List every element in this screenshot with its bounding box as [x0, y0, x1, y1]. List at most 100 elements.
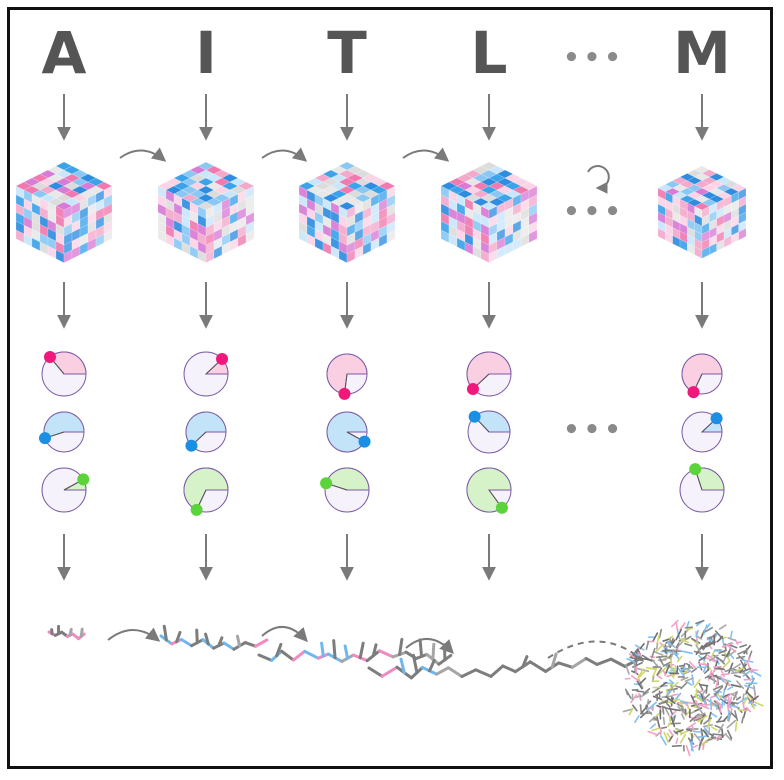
- bond: [742, 693, 750, 706]
- bond: [647, 730, 658, 736]
- residue-letter-i: I: [195, 19, 217, 87]
- bond: [686, 722, 697, 730]
- bond: [670, 710, 677, 717]
- torsion-dial: [466, 351, 512, 397]
- bond: [658, 698, 669, 705]
- bond: [651, 667, 658, 678]
- bond: [693, 707, 703, 713]
- bond: [718, 624, 727, 630]
- bond: [688, 660, 697, 669]
- bond: [702, 729, 709, 738]
- cycle-arrow: [587, 165, 610, 194]
- curved-arrow: [119, 147, 167, 162]
- bond: [711, 726, 718, 731]
- bond: [655, 643, 659, 650]
- bond: [662, 706, 672, 711]
- bond: [411, 653, 419, 675]
- bond: [680, 676, 689, 681]
- bond: [358, 641, 365, 660]
- bond: [695, 619, 705, 625]
- bond: [701, 693, 711, 702]
- bond: [751, 703, 755, 710]
- bond: [697, 714, 708, 723]
- bond: [709, 736, 716, 741]
- voxel-cube: [15, 161, 113, 264]
- bond: [675, 642, 680, 648]
- bond: [668, 653, 672, 659]
- bond: [628, 707, 634, 716]
- bond: [742, 667, 752, 673]
- bond: [684, 677, 694, 682]
- bond: [697, 662, 708, 666]
- bond: [693, 733, 701, 741]
- voxel: [103, 229, 113, 244]
- dial-marker: [687, 386, 700, 399]
- bond: [651, 647, 656, 658]
- bond: [676, 655, 683, 663]
- bond: [695, 635, 703, 640]
- bond: [622, 708, 633, 713]
- bond: [657, 666, 667, 676]
- torsion-dial: [41, 351, 87, 397]
- torsion-dial: [681, 353, 723, 399]
- bond: [727, 710, 733, 722]
- dial-sector: [43, 411, 85, 439]
- bond: [712, 733, 723, 736]
- dial-marker: [495, 501, 508, 514]
- bond: [697, 694, 706, 704]
- bond: [727, 637, 736, 642]
- dial-marker: [468, 410, 481, 423]
- bond: [686, 627, 694, 631]
- bond: [684, 710, 691, 717]
- torsion-dial: [681, 411, 723, 453]
- torsion-dial: [38, 411, 85, 453]
- residue-letter-m: M: [673, 19, 731, 87]
- dial-marker: [38, 432, 51, 445]
- dial-marker: [689, 463, 702, 476]
- bond: [730, 712, 738, 719]
- torsion-dial: [320, 467, 370, 513]
- voxel-cube: [298, 161, 396, 264]
- bond: [675, 685, 683, 689]
- bond: [626, 690, 632, 699]
- bond: [675, 622, 679, 631]
- bond: [710, 712, 718, 718]
- bond: [645, 698, 650, 711]
- bond: [695, 629, 699, 638]
- bond: [367, 666, 384, 678]
- residue-letter-t: T: [327, 19, 367, 87]
- bond: [550, 652, 558, 669]
- bond: [662, 669, 667, 676]
- bond: [663, 731, 669, 743]
- bond: [675, 628, 682, 641]
- bond: [742, 693, 745, 701]
- bond: [653, 650, 664, 656]
- dial-marker: [466, 383, 479, 396]
- bond: [674, 692, 682, 701]
- bond: [291, 649, 307, 662]
- bond: [721, 700, 724, 709]
- bond: [718, 675, 725, 683]
- bond: [690, 694, 696, 705]
- bond: [704, 626, 714, 633]
- bond: [728, 644, 738, 649]
- bond: [695, 717, 702, 722]
- bond: [730, 663, 742, 671]
- bond: [645, 640, 650, 650]
- bond: [666, 702, 671, 708]
- bond: [584, 656, 599, 666]
- bond: [655, 731, 661, 737]
- voxel: [730, 184, 747, 192]
- bond: [712, 684, 724, 691]
- bond: [632, 704, 638, 712]
- bond: [712, 668, 716, 674]
- bond: [679, 622, 686, 631]
- torsion-dial: [41, 467, 90, 513]
- bond: [695, 644, 702, 654]
- dial-sector: [185, 411, 227, 447]
- dial-marker: [710, 412, 723, 425]
- bond: [634, 644, 645, 651]
- bond: [635, 666, 638, 674]
- bond: [637, 652, 642, 657]
- bond: [727, 686, 734, 691]
